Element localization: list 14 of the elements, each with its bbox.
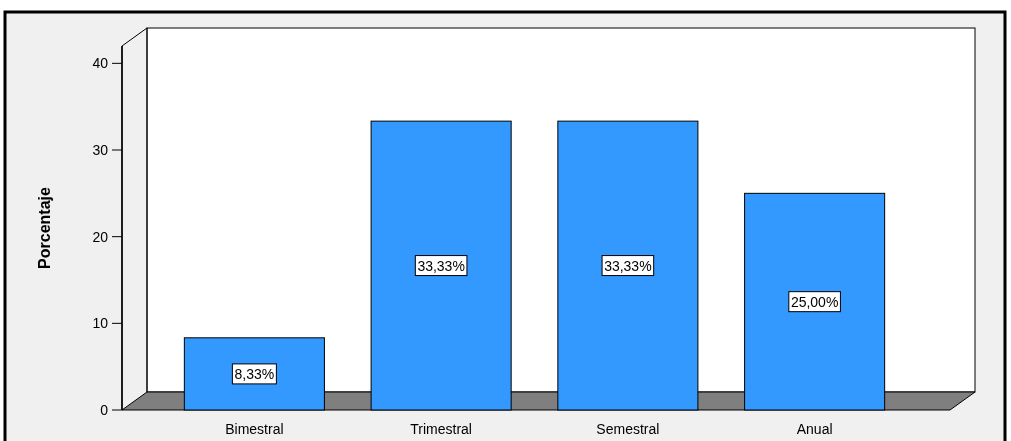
data-label: 33,33% [604,257,652,274]
y-tick-label: 30 [92,142,109,158]
y-tick-label: 10 [92,315,109,332]
y-tick-label: 20 [92,228,109,245]
y-axis-title: Porcentaje [36,186,53,269]
x-tick-label: Anual [796,421,833,437]
x-tick-label: Trimestral [410,421,472,437]
data-label: 25,00% [790,293,839,310]
y-tick-label: 0 [100,402,109,418]
x-tick-label: Semestral [596,421,660,437]
x-tick-label: Bimestral [225,421,284,437]
data-label: 8,33% [234,365,275,382]
data-label: 33,33% [417,257,465,274]
y-tick-label: 40 [92,55,109,72]
